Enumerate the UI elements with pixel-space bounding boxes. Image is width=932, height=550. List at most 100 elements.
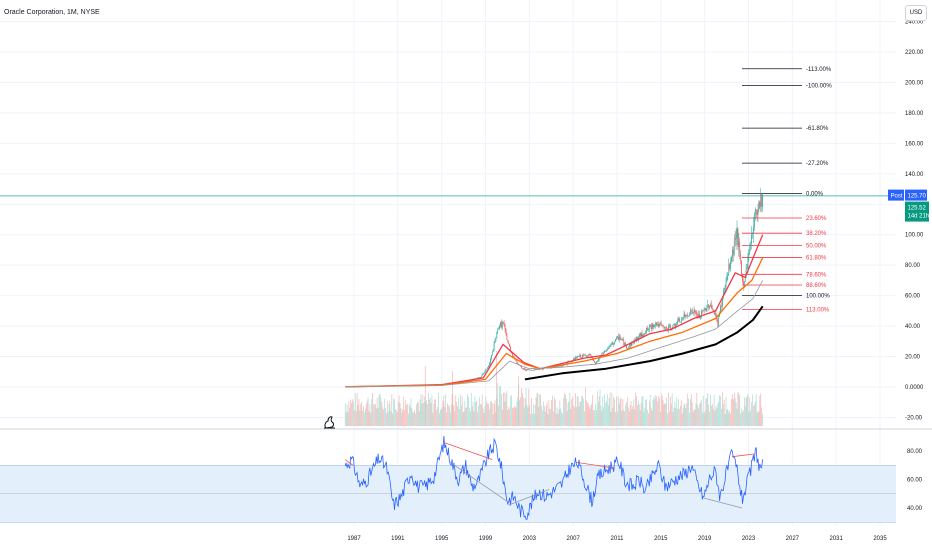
volume-bar	[572, 396, 573, 426]
candle-body	[711, 308, 713, 310]
candle-body	[499, 326, 500, 329]
volume-bar	[675, 407, 677, 426]
price-axis-tick: 200.00	[905, 80, 924, 86]
candle-body	[575, 357, 576, 360]
last-price-value: 125.52	[908, 206, 927, 212]
candle-body	[477, 377, 478, 379]
candle-body	[743, 281, 744, 285]
volume-bar	[656, 396, 657, 426]
candle-body	[575, 357, 577, 359]
candle-body	[681, 318, 683, 320]
candle-body	[745, 268, 747, 278]
volume-bar	[571, 399, 573, 426]
candle-body	[701, 310, 702, 317]
volume-bar	[548, 400, 550, 426]
volume-bar	[542, 410, 543, 426]
volume-bar	[687, 393, 689, 426]
volume-bar	[497, 382, 499, 426]
candle-body	[623, 339, 625, 346]
candle-body	[606, 349, 608, 350]
volume-bar	[701, 399, 702, 426]
volume-bar	[590, 405, 592, 426]
candle-body	[690, 310, 691, 315]
fib-level-label: 100.00%	[806, 294, 830, 300]
volume-bar	[483, 412, 485, 426]
candle-body	[585, 355, 586, 356]
volume-bar	[382, 406, 384, 426]
volume-bar	[690, 399, 691, 426]
volume-bar	[688, 398, 689, 426]
candle-body	[557, 366, 559, 367]
volume-bar	[354, 410, 355, 426]
volume-bar	[486, 402, 488, 426]
volume-bar	[511, 407, 513, 426]
candle-body	[697, 314, 699, 318]
candle-body	[750, 243, 752, 247]
candle-body	[520, 365, 521, 367]
volume-bar	[579, 401, 581, 426]
volume-bar	[690, 393, 692, 426]
volume-bar	[429, 397, 431, 426]
volume-bar	[517, 397, 519, 426]
candle-body	[703, 309, 705, 311]
volume-bar	[452, 405, 454, 426]
post-tag-label-bg	[888, 189, 904, 201]
candle-body	[612, 342, 614, 345]
candle-body	[488, 365, 489, 368]
rsi-axis[interactable]: 80.00 60.00 40.00	[907, 449, 923, 512]
volume-bar	[532, 413, 533, 426]
volume-bar	[605, 403, 606, 426]
rsi-axis-tick: 60.00	[907, 478, 923, 484]
candle-body	[737, 228, 739, 247]
currency-button[interactable]: USD	[905, 5, 927, 21]
candle-body	[596, 361, 598, 363]
candle-body	[606, 349, 607, 351]
volume-bar	[649, 395, 651, 426]
volume-bar	[424, 396, 426, 426]
volume-bar	[750, 410, 752, 426]
price-axis-tick: 160.00	[905, 141, 924, 147]
price-candles	[345, 188, 763, 388]
price-axis-tick: 100.00	[905, 233, 924, 239]
volume-bar	[423, 403, 425, 426]
volume-bar	[749, 397, 751, 426]
volume-bar	[519, 400, 521, 426]
candle-body	[560, 365, 562, 367]
candle-body	[728, 264, 730, 274]
volume-bar	[409, 406, 411, 426]
candle-body	[705, 308, 707, 312]
candle-body	[501, 322, 502, 328]
volume-bar	[648, 413, 649, 426]
candle-body	[579, 354, 581, 357]
time-axis[interactable]: 1987 1991 1995 1999 2003 2007 2011 2015 2019 2023…	[347, 536, 887, 542]
volume-bar	[747, 393, 749, 426]
volume-bar	[445, 394, 447, 426]
volume-bar	[417, 402, 418, 426]
volume-bar	[630, 400, 632, 426]
volume-bar	[518, 384, 520, 426]
tradingview-logo-icon	[324, 416, 335, 429]
candle-body	[585, 355, 587, 357]
volume-bar	[707, 393, 709, 426]
volume-bar	[551, 400, 552, 426]
volume-bar	[495, 412, 497, 426]
volume-bar	[659, 398, 660, 426]
candle-body	[516, 361, 518, 363]
volume-bar	[758, 411, 760, 426]
candle-body	[501, 322, 503, 328]
volume-bar	[438, 392, 439, 426]
candle-body	[515, 358, 517, 362]
volume-bar	[375, 404, 376, 426]
candle-body	[641, 333, 643, 337]
volume-bar	[533, 413, 535, 426]
volume-bar	[472, 401, 474, 426]
candle-body	[677, 320, 678, 325]
candle-body	[533, 370, 534, 371]
candle-body	[665, 327, 667, 328]
rsi-divergence-line	[576, 462, 615, 469]
candle-body	[746, 268, 748, 269]
volume-bar	[363, 406, 364, 426]
volume-bar	[389, 401, 391, 426]
volume-bar	[346, 404, 348, 426]
